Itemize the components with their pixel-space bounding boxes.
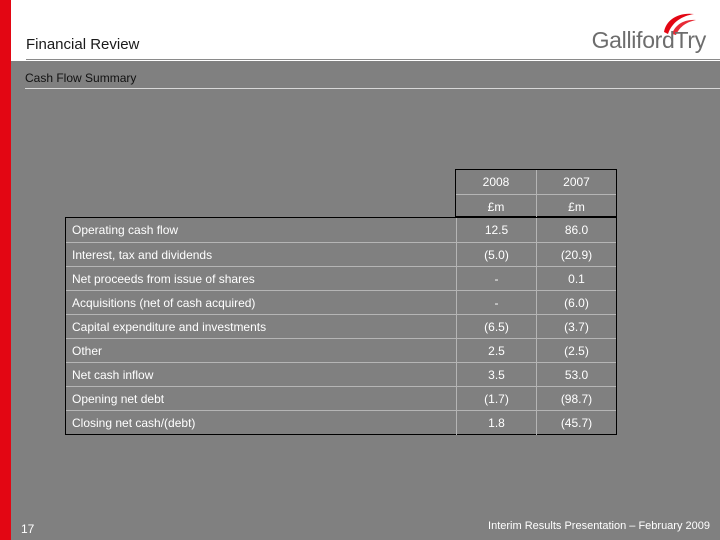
value-2007: 0.1 <box>536 267 616 291</box>
value-2007: (20.9) <box>536 243 616 267</box>
logo-swoosh-icon <box>664 13 696 35</box>
value-2007: (2.5) <box>536 339 616 363</box>
table-row: Closing net cash/(debt) 1.8 (45.7) <box>66 410 616 435</box>
section-subtitle: Cash Flow Summary <box>25 71 137 85</box>
row-label: Opening net debt <box>72 392 165 406</box>
logo-text: GallifordTry <box>591 27 707 53</box>
value-2007: (3.7) <box>536 315 616 339</box>
accent-bar <box>0 0 11 540</box>
row-label: Net proceeds from issue of shares <box>72 272 255 286</box>
table-row: Acquisitions (net of cash acquired) - (6… <box>66 290 616 315</box>
row-label: Acquisitions (net of cash acquired) <box>72 296 256 310</box>
value-2008: (6.5) <box>456 315 536 339</box>
value-2008: (5.0) <box>456 243 536 267</box>
row-label: Net cash inflow <box>72 368 154 382</box>
table-row: Operating cash flow 12.5 86.0 <box>66 218 616 242</box>
column-header-2008: 2008 <box>482 175 510 189</box>
subtitle-divider <box>25 88 720 89</box>
row-label: Other <box>72 344 103 358</box>
column-header-2007: 2007 <box>536 170 616 194</box>
row-label: Closing net cash/(debt) <box>72 416 196 430</box>
table-row: Opening net debt (1.7) (98.7) <box>66 386 616 411</box>
table-header: 2008 2007 £m £m <box>455 169 617 218</box>
header-divider <box>26 59 720 60</box>
cash-flow-table: Operating cash flow 12.5 86.0 Interest, … <box>65 217 617 435</box>
page-title: Financial Review <box>26 36 140 53</box>
unit-header-2008: £m <box>456 194 536 218</box>
value-2008: - <box>456 267 536 291</box>
value-2007: 53.0 <box>536 363 616 387</box>
slide-header: Financial Review GallifordTry <box>11 0 720 61</box>
value-2007: (45.7) <box>536 411 616 435</box>
table-row: Net proceeds from issue of shares - 0.1 <box>66 266 616 291</box>
table-row: Interest, tax and dividends (5.0) (20.9) <box>66 242 616 267</box>
value-2008: 1.8 <box>456 411 536 435</box>
value-2007: 86.0 <box>536 218 616 242</box>
footer-text: Interim Results Presentation – February … <box>488 520 710 532</box>
table-row: Other 2.5 (2.5) <box>66 338 616 363</box>
value-2008: 12.5 <box>456 218 536 242</box>
page-number: 17 <box>21 522 35 536</box>
table-row: Capital expenditure and investments (6.5… <box>66 314 616 339</box>
row-label: Capital expenditure and investments <box>72 320 267 334</box>
value-2008: (1.7) <box>456 387 536 411</box>
content-area: Cash Flow Summary 2008 2007 £m £m Operat… <box>11 61 720 540</box>
table-row: Net cash inflow 3.5 53.0 <box>66 362 616 387</box>
unit-header-2007: £m <box>536 194 616 218</box>
value-2007: (98.7) <box>536 387 616 411</box>
value-2008: - <box>456 291 536 315</box>
row-label: Interest, tax and dividends <box>72 248 213 262</box>
value-2008: 2.5 <box>456 339 536 363</box>
company-logo: GallifordTry <box>566 10 706 56</box>
value-2008: 3.5 <box>456 363 536 387</box>
row-label: Operating cash flow <box>72 223 179 237</box>
value-2007: (6.0) <box>536 291 616 315</box>
